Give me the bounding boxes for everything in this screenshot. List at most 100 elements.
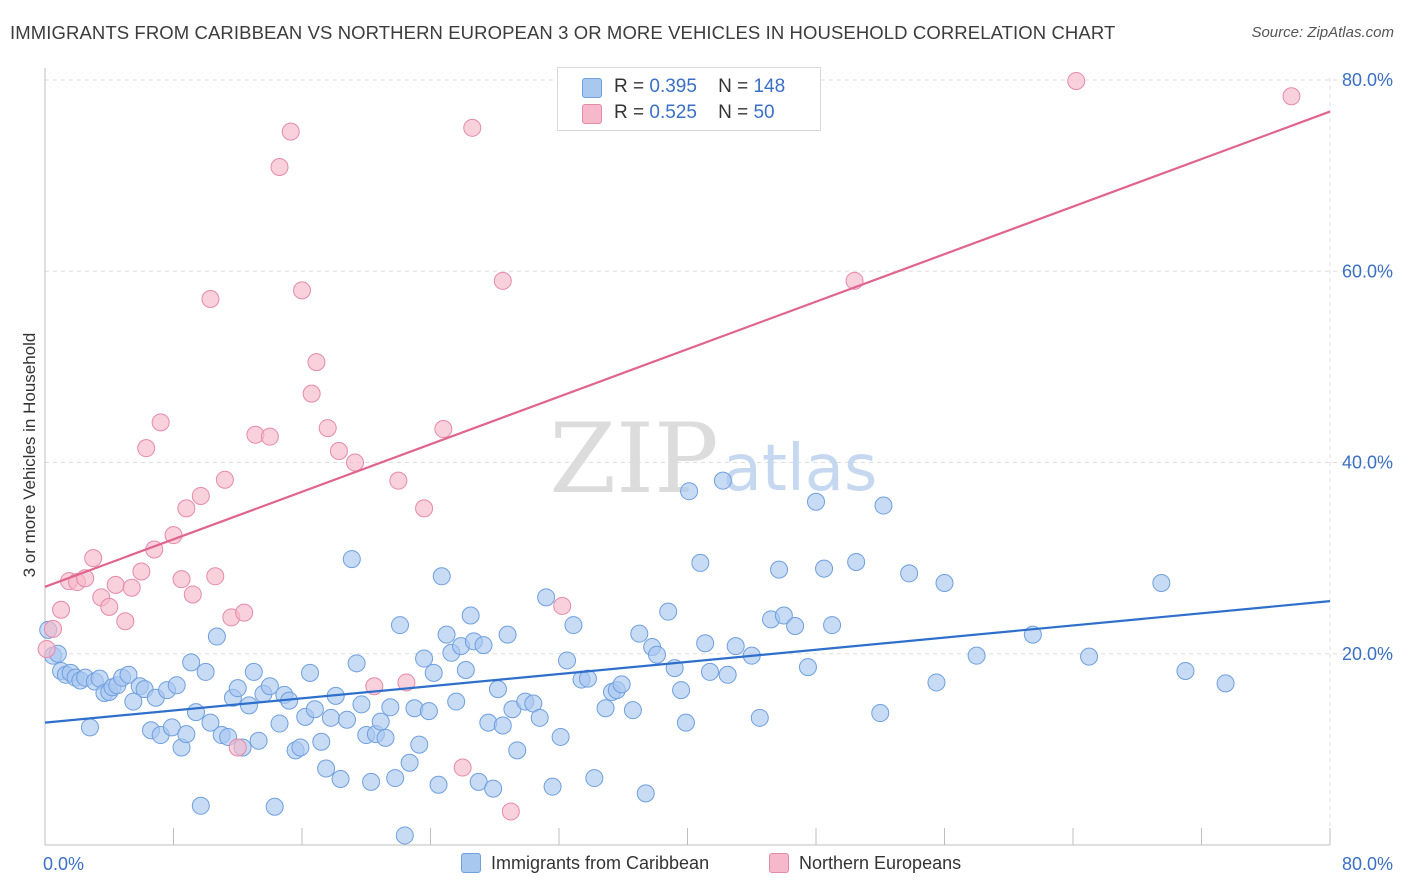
northern-european-point xyxy=(228,738,247,757)
caribbean-point xyxy=(177,725,196,744)
caribbean-point xyxy=(456,661,475,680)
caribbean-point xyxy=(80,718,99,737)
caribbean-point xyxy=(429,775,448,794)
northern-european-point xyxy=(501,802,520,821)
caribbean-point xyxy=(124,692,143,711)
bottom-legend-label: Northern Europeans xyxy=(799,853,962,873)
caribbean-point xyxy=(596,699,615,718)
legend-n-label: N = xyxy=(718,102,749,123)
caribbean-point xyxy=(770,560,789,579)
northern-european-point xyxy=(172,570,191,589)
caribbean-point xyxy=(362,772,381,791)
northern-european-point xyxy=(44,619,63,638)
caribbean-point xyxy=(488,680,507,699)
caribbean-point xyxy=(249,731,268,750)
caribbean-point xyxy=(647,645,666,664)
caribbean-point xyxy=(564,616,583,635)
legend-r-label: R = xyxy=(614,76,645,97)
caribbean-point xyxy=(612,675,631,694)
trend-line-caribbean xyxy=(44,600,1331,724)
caribbean-point xyxy=(331,770,350,789)
northern-european-point xyxy=(183,585,202,604)
legend-n-label: N = xyxy=(718,76,749,97)
northern-european-point xyxy=(329,442,348,461)
caribbean-point xyxy=(191,796,210,815)
northern-european-point xyxy=(415,499,434,518)
caribbean-point xyxy=(207,627,226,646)
x-tick-label: 0.0% xyxy=(43,854,84,874)
caribbean-point xyxy=(636,784,655,803)
caribbean-point xyxy=(700,662,719,681)
caribbean-point xyxy=(410,735,429,754)
caribbean-point xyxy=(352,695,371,714)
caribbean-point xyxy=(630,624,649,643)
caribbean-point xyxy=(437,625,456,644)
axes xyxy=(44,68,1331,846)
northern-european-point xyxy=(302,384,321,403)
caribbean-point xyxy=(1080,647,1099,666)
caribbean-point xyxy=(265,797,284,816)
caribbean-point xyxy=(726,637,745,656)
northern-european-point xyxy=(553,596,572,615)
caribbean-point xyxy=(680,482,699,501)
northern-european-point xyxy=(52,600,71,619)
y-tick-label: 20.0% xyxy=(1342,644,1393,664)
northern-european-point xyxy=(191,486,210,505)
northern-european-point xyxy=(453,758,472,777)
northern-european-point xyxy=(1282,87,1301,106)
northern-european-point xyxy=(132,562,151,581)
northern-european-point xyxy=(201,289,220,308)
caribbean-point xyxy=(691,553,710,572)
caribbean-point xyxy=(543,777,562,796)
caribbean-point xyxy=(201,713,220,732)
caribbean-point xyxy=(807,492,825,511)
northern-european-point xyxy=(463,118,482,137)
caribbean-point xyxy=(537,588,556,607)
northern-european-point xyxy=(122,578,141,597)
y-tick-label: 80.0% xyxy=(1342,70,1393,90)
northern-european-point xyxy=(235,603,254,622)
trend-line-northern-europeans xyxy=(44,110,1331,588)
caribbean-point xyxy=(167,676,186,695)
caribbean-point xyxy=(447,692,466,711)
caribbean-point xyxy=(182,653,201,672)
caribbean-point xyxy=(260,677,279,696)
northern-european-point xyxy=(137,439,156,458)
northern-european-point xyxy=(397,673,416,692)
caribbean-point xyxy=(585,769,604,788)
caribbean-point xyxy=(415,649,434,668)
caribbean-point xyxy=(461,606,480,625)
northern-european-point xyxy=(293,281,311,300)
caribbean-point xyxy=(484,779,503,798)
northern-european-point xyxy=(281,122,300,141)
caribbean-point xyxy=(798,658,817,677)
bottom-legend-northern-europeans[interactable]: Northern Europeans xyxy=(769,853,961,874)
caribbean-point xyxy=(927,673,946,692)
legend-n-value: 50 xyxy=(753,102,775,123)
caribbean-point xyxy=(312,732,331,751)
caribbean-point xyxy=(713,471,732,490)
caribbean-point xyxy=(815,559,834,578)
bottom-legend-caribbean[interactable]: Immigrants from Caribbean xyxy=(461,853,709,874)
northern-european-point xyxy=(346,453,365,472)
caribbean-point xyxy=(935,573,954,592)
caribbean-point xyxy=(419,702,438,721)
caribbean-point xyxy=(530,708,549,727)
caribbean-point xyxy=(696,634,715,653)
caribbean-point xyxy=(498,625,517,644)
caribbean-point xyxy=(305,700,324,719)
northern-european-point xyxy=(116,612,135,631)
caribbean-point xyxy=(386,769,405,788)
caribbean-point xyxy=(623,701,642,720)
caribbean-point xyxy=(244,662,263,681)
caribbean-point xyxy=(400,753,419,772)
caribbean-point xyxy=(424,663,443,682)
gridlines xyxy=(45,78,1392,845)
caribbean-point xyxy=(847,552,866,571)
caribbean-point xyxy=(578,669,597,688)
series-caribbean xyxy=(39,471,1235,845)
legend-r-value: 0.395 xyxy=(649,76,697,97)
northern-european-point xyxy=(206,567,225,586)
y-axis-title: 3 or more Vehicles in Household xyxy=(20,332,39,578)
legend-n-value: 148 xyxy=(753,76,786,97)
